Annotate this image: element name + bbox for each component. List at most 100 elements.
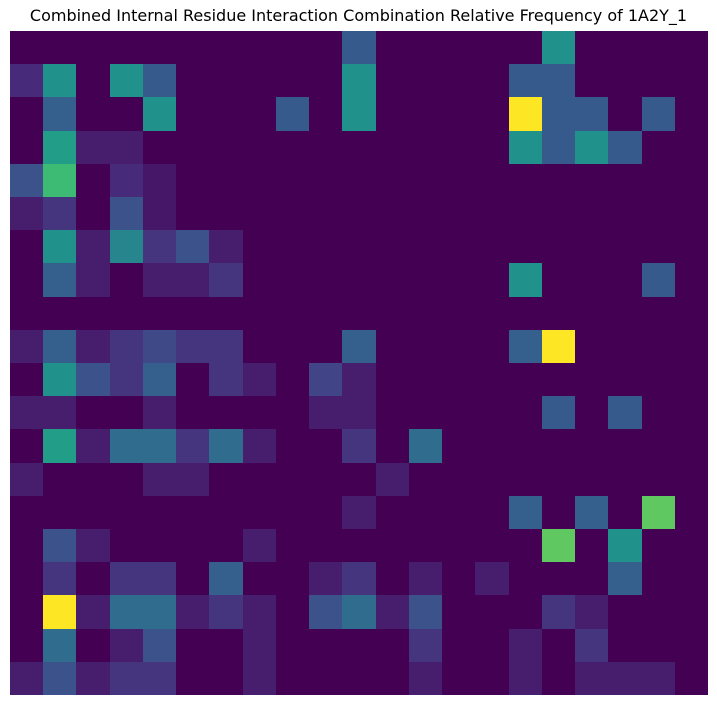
heatmap-cell [575,131,608,164]
heatmap-cell [509,263,542,297]
heatmap-cell [43,562,76,595]
heatmap-cell [176,131,209,164]
heatmap-cell [243,463,276,496]
heatmap-cell [409,662,442,695]
heatmap-cell [342,263,376,297]
heatmap-cell [542,297,575,330]
heatmap-cell [509,131,542,164]
heatmap-cell [43,31,76,64]
heatmap-cell [76,164,110,197]
heatmap-cell [309,562,342,595]
heatmap-cell [376,297,409,330]
heatmap-cell [176,363,209,396]
heatmap-cell [243,197,276,230]
heatmap-cell [509,197,542,230]
heatmap-cell [43,64,76,97]
heatmap-cell [376,131,409,164]
heatmap-cell [176,595,209,629]
heatmap-cell [575,629,608,662]
heatmap-cell [243,529,276,562]
heatmap-cell [509,429,542,463]
heatmap-cell [43,496,76,529]
heatmap-cell [475,595,509,629]
heatmap-cell [675,529,708,562]
heatmap-cell [10,131,43,164]
heatmap-cell [509,529,542,562]
heatmap-cell [342,164,376,197]
heatmap-cell [608,496,642,529]
heatmap-cell [675,131,708,164]
heatmap-cell [276,595,309,629]
heatmap-cell [143,595,176,629]
heatmap-cell [475,31,509,64]
heatmap-cell [342,330,376,363]
heatmap-cell [675,197,708,230]
heatmap-cell [342,429,376,463]
heatmap-cell [675,297,708,330]
heatmap-cell [409,463,442,496]
heatmap-cell [143,97,176,131]
heatmap-cell [276,396,309,429]
heatmap-cell [276,562,309,595]
heatmap-cell [110,297,143,330]
heatmap-cell [143,64,176,97]
heatmap-cell [475,197,509,230]
heatmap-cell [409,330,442,363]
heatmap-cell [642,31,675,64]
heatmap-cell [10,64,43,97]
heatmap-cell [43,529,76,562]
heatmap-cell [642,429,675,463]
heatmap-cell [642,396,675,429]
heatmap-cell [342,629,376,662]
heatmap-cell [243,363,276,396]
heatmap-cell [143,230,176,263]
heatmap-cell [43,164,76,197]
heatmap-cell [209,629,243,662]
heatmap-cell [442,31,475,64]
heatmap-cell [76,429,110,463]
heatmap-cell [642,463,675,496]
heatmap-cell [243,595,276,629]
heatmap-cell [276,463,309,496]
heatmap-cell [376,230,409,263]
heatmap-cell [608,363,642,396]
heatmap-cell [608,330,642,363]
heatmap-cell [76,330,110,363]
heatmap-cell [176,31,209,64]
heatmap-cell [509,662,542,695]
heatmap-cell [442,330,475,363]
heatmap-cell [608,197,642,230]
heatmap-cell [110,263,143,297]
heatmap-cell [542,197,575,230]
heatmap-cell [110,131,143,164]
heatmap-cell [342,31,376,64]
heatmap-cell [176,297,209,330]
heatmap-cell [110,496,143,529]
heatmap-cell [475,562,509,595]
heatmap-cell [342,197,376,230]
heatmap-cell [176,97,209,131]
heatmap-cell [309,64,342,97]
heatmap-cell [43,629,76,662]
heatmap-cell [409,363,442,396]
heatmap-cell [342,363,376,396]
heatmap-cell [143,396,176,429]
heatmap-cell [209,97,243,131]
heatmap-cell [309,31,342,64]
heatmap-cell [475,496,509,529]
heatmap-cell [76,496,110,529]
heatmap-cell [509,463,542,496]
heatmap-cell [409,496,442,529]
heatmap-cell [409,64,442,97]
heatmap-cell [642,629,675,662]
heatmap-cell [209,297,243,330]
heatmap-cell [143,31,176,64]
heatmap-cell [43,330,76,363]
heatmap-cell [276,529,309,562]
heatmap-cell [143,529,176,562]
heatmap-cell [542,629,575,662]
heatmap-cell [542,496,575,529]
heatmap-cell [110,363,143,396]
heatmap-cell [542,429,575,463]
heatmap-cell [475,529,509,562]
